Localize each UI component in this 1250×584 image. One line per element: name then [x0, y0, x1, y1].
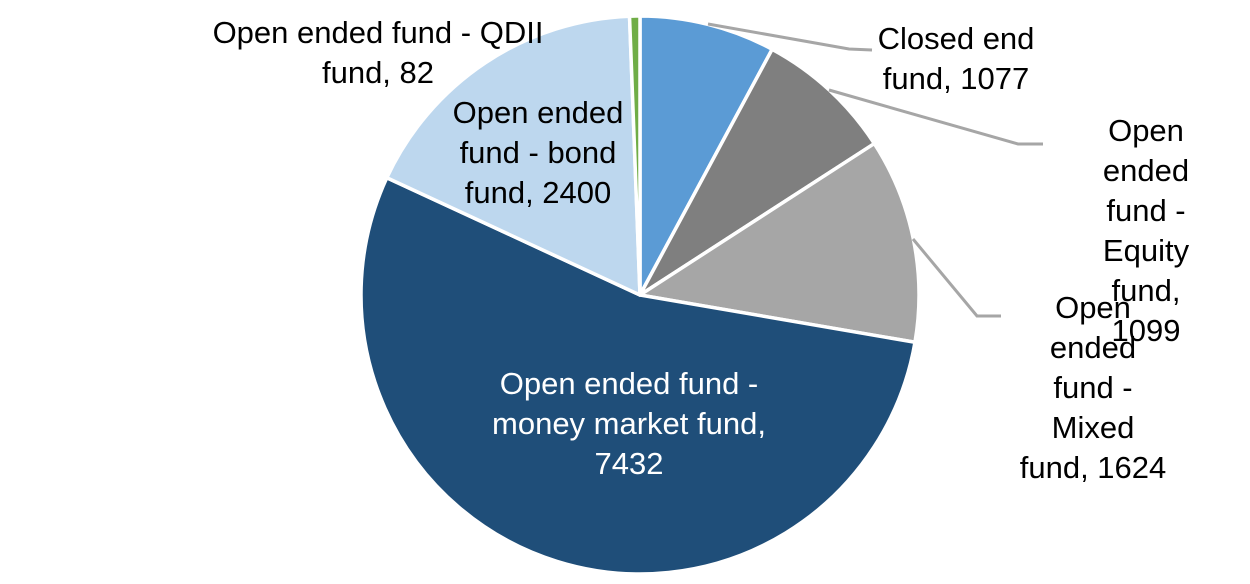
pie-slice-open-ended-qdii-fund	[627, 14, 642, 297]
leader-line-closed-end-fund	[707, 22, 873, 52]
data-label-closed-end-fund: Closed end fund, 1077	[877, 21, 1035, 96]
data-label-open-ended-bond-fund: Open ended fund - bond fund, 2400	[452, 95, 624, 210]
data-label-open-ended-mixed-fund: Open ended fund - Mixed fund, 1624	[1019, 290, 1167, 485]
pie-slice-open-ended-bond-fund	[385, 14, 642, 297]
data-label-open-ended-qdii-fund: Open ended fund - QDII fund, 82	[212, 15, 544, 90]
pie-slice-open-ended-money-market-fund	[359, 176, 917, 576]
data-label-open-ended-equity-fund: Open ended fund - Equity fund, 1099	[1102, 113, 1190, 348]
leader-line-open-ended-equity-fund	[828, 88, 1043, 146]
data-label-open-ended-money-market-fund: Open ended fund - money market fund, 743…	[492, 366, 766, 481]
leader-line-open-ended-mixed-fund	[911, 238, 1001, 318]
